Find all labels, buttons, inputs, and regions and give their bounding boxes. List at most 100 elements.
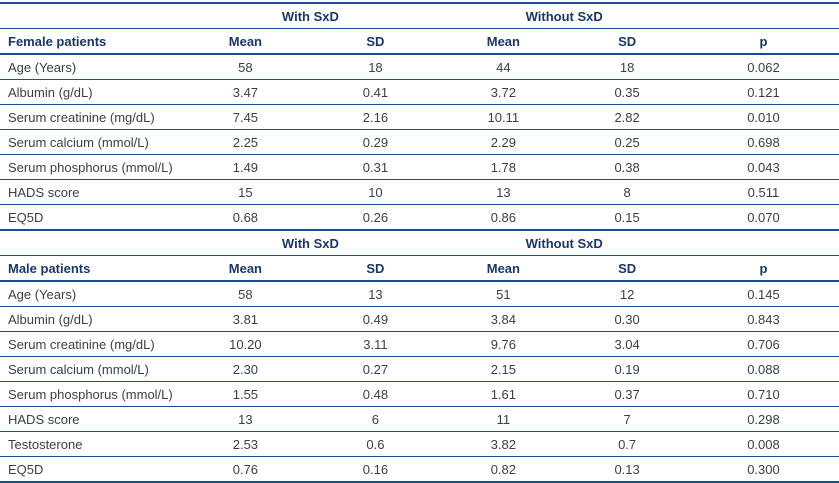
cell-value: 18: [368, 59, 383, 75]
cell-value: 0.19: [614, 361, 640, 377]
cell-value: 0.843: [747, 311, 780, 327]
group-header-row: With SxD Without SxD: [0, 3, 839, 29]
table-row: EQ5D 0.68 0.26 0.86 0.15 0.070: [0, 205, 839, 230]
cell-value: 0.25: [614, 134, 640, 150]
cell-value: 0.29: [362, 134, 389, 150]
table-row: Serum phosphorus (mmol/L) 1.49 0.31 1.78…: [0, 155, 839, 180]
column-header-mean: Mean: [486, 33, 520, 49]
column-header-p: p: [759, 260, 768, 276]
column-header-sd: SD: [618, 33, 637, 49]
cell-value: 1.55: [232, 386, 259, 402]
column-header-mean: Mean: [486, 260, 520, 276]
cell-value: 0.30: [614, 311, 640, 327]
empty-cell: [688, 231, 839, 256]
cell-value: 6: [371, 411, 380, 427]
row-label: Serum phosphorus (mmol/L): [8, 386, 173, 402]
cell-value: 2.25: [232, 134, 259, 150]
cell-value: 0.86: [490, 209, 517, 225]
column-header-p: p: [759, 33, 768, 49]
male-patients-table: With SxD Without SxD Male patients Mean …: [0, 231, 839, 483]
group-header-with-sxd: With SxD: [281, 8, 339, 24]
cell-value: 44: [496, 59, 511, 75]
cell-value: 13: [368, 286, 383, 302]
cell-value: 1.49: [232, 159, 259, 175]
cell-value: 3.11: [363, 336, 388, 352]
cell-value: 0.27: [362, 361, 389, 377]
table-row: Serum calcium (mmol/L) 2.25 0.29 2.29 0.…: [0, 130, 839, 155]
cell-value: 3.82: [490, 436, 517, 452]
empty-cell: [688, 3, 839, 29]
column-header-row: Female patients Mean SD Mean SD p: [0, 29, 839, 54]
column-header-sd: SD: [366, 33, 385, 49]
table-row: EQ5D 0.76 0.16 0.82 0.13 0.300: [0, 457, 839, 482]
cell-value: 0.062: [747, 59, 780, 75]
group-header-with-sxd: With SxD: [281, 235, 339, 251]
cell-value: 0.698: [747, 134, 780, 150]
cell-value: 0.710: [747, 386, 780, 402]
cell-value: 0.31: [362, 159, 389, 175]
column-header-mean: Mean: [228, 33, 262, 49]
group-header-without-sxd: Without SxD: [525, 235, 603, 251]
cell-value: 0.145: [747, 286, 780, 302]
row-label: HADS score: [8, 184, 80, 200]
row-label: Albumin (g/dL): [8, 84, 93, 100]
column-header-sd: SD: [366, 260, 385, 276]
cell-value: 0.48: [362, 386, 389, 402]
cell-value: 13: [238, 411, 253, 427]
cell-value: 7: [623, 411, 631, 427]
cell-value: 3.47: [232, 84, 259, 100]
cell-value: 1.78: [490, 159, 517, 175]
cell-value: 3.81: [232, 311, 259, 327]
table-row: Albumin (g/dL) 3.81 0.49 3.84 0.30 0.843: [0, 307, 839, 332]
row-label: EQ5D: [8, 461, 44, 477]
cell-value: 8: [623, 184, 631, 200]
section-label: Male patients: [8, 260, 91, 276]
cell-value: 0.41: [362, 84, 389, 100]
table-row: Age (Years) 58 13 51 12 0.145: [0, 281, 839, 307]
cell-value: 7.45: [232, 109, 259, 125]
cell-value: 0.043: [747, 159, 780, 175]
cell-value: 2.30: [232, 361, 259, 377]
cell-value: 15: [238, 184, 253, 200]
cell-value: 0.6: [366, 436, 385, 452]
column-header-sd: SD: [618, 260, 637, 276]
cell-value: 0.088: [747, 361, 780, 377]
cell-value: 58: [238, 59, 253, 75]
cell-value: 11: [496, 411, 511, 427]
cell-value: 0.010: [747, 109, 780, 125]
group-header-row: With SxD Without SxD: [0, 231, 839, 256]
table-row: HADS score 13 6 11 7 0.298: [0, 407, 839, 432]
cell-value: 1.61: [490, 386, 517, 402]
cell-value: 12: [619, 286, 635, 302]
female-patients-table: With SxD Without SxD Female patients Mea…: [0, 2, 839, 231]
cell-value: 0.121: [747, 84, 780, 100]
cell-value: 3.72: [490, 84, 517, 100]
cell-value: 0.298: [747, 411, 780, 427]
cell-value: 0.070: [747, 209, 780, 225]
section-label: Female patients: [8, 33, 107, 49]
cell-value: 0.49: [362, 311, 389, 327]
cell-value: 0.16: [362, 461, 389, 477]
cell-value: 3.84: [490, 311, 517, 327]
cell-value: 0.706: [747, 336, 780, 352]
empty-cell: [0, 231, 180, 256]
row-label: Serum calcium (mmol/L): [8, 134, 149, 150]
cell-value: 0.35: [614, 84, 640, 100]
cell-value: 2.15: [490, 361, 517, 377]
cell-value: 0.15: [614, 209, 640, 225]
cell-value: 10.20: [229, 336, 262, 352]
column-header-row: Male patients Mean SD Mean SD p: [0, 256, 839, 281]
cell-value: 10: [368, 184, 383, 200]
row-label: EQ5D: [8, 209, 44, 225]
row-label: HADS score: [8, 411, 80, 427]
cell-value: 2.16: [362, 109, 389, 125]
cell-value: 9.76: [490, 336, 517, 352]
table-row: Serum calcium (mmol/L) 2.30 0.27 2.15 0.…: [0, 357, 839, 382]
row-label: Serum phosphorus (mmol/L): [8, 159, 173, 175]
cell-value: 0.008: [747, 436, 780, 452]
table-row: Albumin (g/dL) 3.47 0.41 3.72 0.35 0.121: [0, 80, 839, 105]
row-label: Serum creatinine (mg/dL): [8, 336, 155, 352]
cell-value: 2.29: [490, 134, 517, 150]
cell-value: 0.13: [614, 461, 640, 477]
